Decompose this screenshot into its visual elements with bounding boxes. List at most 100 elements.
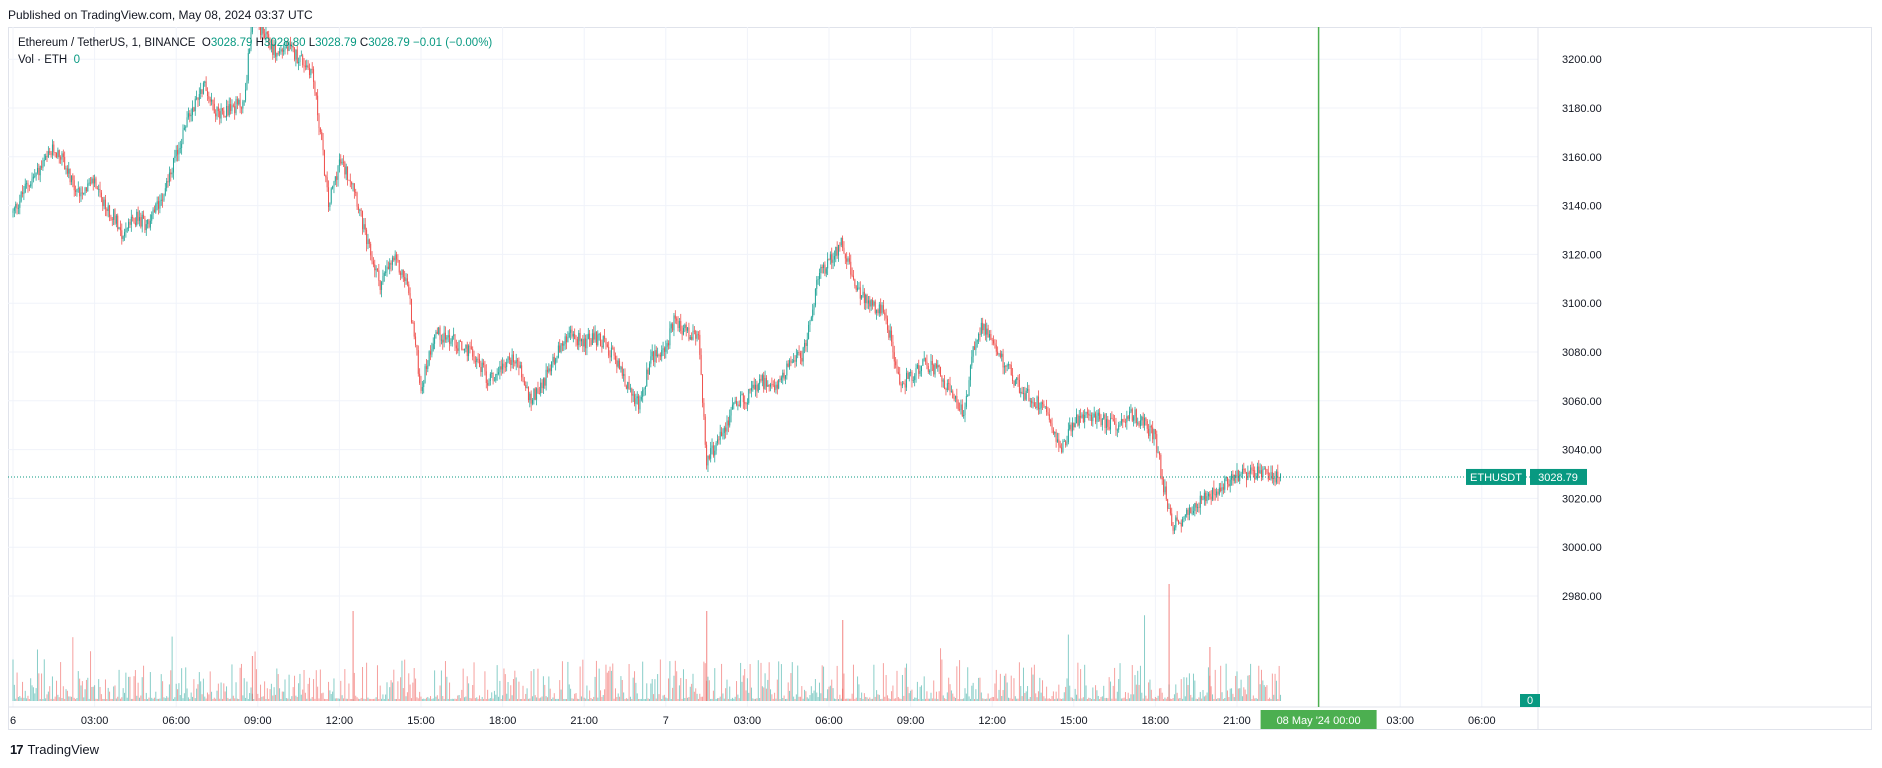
- volume-bar: [812, 693, 814, 701]
- volume-bar: [787, 682, 789, 701]
- volume-bar: [1157, 695, 1159, 701]
- candle-body: [232, 105, 234, 107]
- candle-body: [204, 81, 206, 83]
- candle-body: [1020, 391, 1022, 393]
- y-tick-label: 3100.00: [1562, 298, 1602, 310]
- candle-body: [595, 331, 597, 346]
- candle-body: [1043, 404, 1045, 407]
- volume-bar: [506, 693, 508, 701]
- volume-bar: [1107, 698, 1109, 701]
- candle-body: [284, 46, 286, 51]
- candle-body: [308, 67, 310, 76]
- candle-body: [88, 182, 90, 184]
- volume-bar: [885, 675, 887, 701]
- volume-bar: [772, 698, 774, 701]
- candle-body: [70, 175, 72, 183]
- candle-body: [50, 152, 52, 156]
- candle-body: [1025, 390, 1027, 400]
- candle-body: [260, 27, 262, 36]
- volume-bar: [783, 695, 785, 701]
- candle-body: [863, 291, 865, 303]
- volume-bar: [459, 698, 461, 701]
- volume-bar: [687, 697, 689, 701]
- candle-body: [1018, 379, 1020, 393]
- volume-bar: [609, 666, 611, 701]
- volume-bar: [929, 698, 931, 701]
- candle-body: [1182, 519, 1184, 527]
- candle-body: [852, 275, 854, 280]
- volume-bar: [541, 696, 543, 701]
- volume-bar: [170, 670, 172, 701]
- candle-body: [1207, 493, 1209, 497]
- candle-body: [521, 365, 523, 378]
- volume-bar: [485, 698, 487, 701]
- volume-bar: [895, 698, 897, 701]
- candle-body: [529, 393, 531, 401]
- volume-bar: [617, 693, 619, 701]
- volume-bar: [1085, 685, 1087, 701]
- volume-bar: [31, 685, 33, 701]
- candle-body: [224, 116, 226, 118]
- candle-body: [435, 331, 437, 335]
- volume-bar: [742, 675, 744, 701]
- x-tick-label: 21:00: [1223, 715, 1251, 727]
- volume-bar: [397, 681, 399, 701]
- volume-bar: [17, 697, 19, 701]
- candle-body: [839, 245, 841, 246]
- candle-body: [619, 360, 621, 370]
- volume-bar: [692, 673, 694, 701]
- volume-bar: [1048, 698, 1050, 701]
- volume-bar: [247, 698, 249, 701]
- candle-body: [1033, 402, 1035, 407]
- volume-bar: [1259, 684, 1261, 701]
- price-chart[interactable]: 2980.003000.003020.003040.003060.003080.…: [8, 27, 1872, 730]
- candle-body: [449, 335, 451, 344]
- candle-body: [500, 366, 502, 370]
- candle-body: [477, 358, 479, 360]
- volume-bar: [1184, 696, 1186, 701]
- volume-bar: [1133, 694, 1135, 701]
- candle-body: [576, 339, 578, 346]
- candle-body: [96, 188, 98, 190]
- volume-bar: [274, 694, 276, 701]
- volume-bar: [899, 698, 901, 701]
- candle-body: [1008, 364, 1010, 366]
- candle-body: [266, 31, 268, 35]
- volume-bar: [801, 686, 803, 701]
- candle-body: [307, 65, 309, 68]
- candle-body: [1096, 415, 1098, 422]
- candle-body: [961, 404, 963, 417]
- volume-bar: [1052, 691, 1054, 701]
- candle-body: [566, 336, 568, 343]
- candle-body: [201, 89, 203, 94]
- candle-body: [666, 343, 668, 347]
- candle-body: [1120, 419, 1122, 424]
- volume-bar: [1207, 667, 1209, 701]
- volume-bar: [542, 676, 544, 701]
- volume-bar: [636, 693, 638, 701]
- volume-bar: [489, 698, 491, 701]
- candle-body: [767, 384, 769, 387]
- candle-body: [681, 330, 683, 335]
- volume-bar: [625, 698, 627, 701]
- volume-bar: [731, 697, 733, 701]
- candle-body: [461, 341, 463, 350]
- candle-body: [1097, 412, 1099, 416]
- volume-bar: [19, 696, 21, 701]
- candle-body: [1129, 411, 1131, 419]
- candle-body: [1248, 472, 1250, 474]
- candle-body: [133, 218, 135, 223]
- volume-bar: [831, 679, 833, 701]
- volume-bar: [945, 698, 947, 701]
- candle-body: [472, 349, 474, 357]
- volume-bar: [778, 661, 780, 701]
- volume-bar: [707, 676, 709, 701]
- volume-bar: [700, 696, 702, 701]
- volume-bar: [458, 694, 460, 701]
- candle-body: [1047, 412, 1049, 415]
- candle-body: [466, 344, 468, 357]
- footer-brand[interactable]: 17 TradingView: [10, 742, 99, 757]
- candle-body: [993, 340, 995, 344]
- volume-bar: [1046, 686, 1048, 701]
- volume-bar: [134, 670, 136, 701]
